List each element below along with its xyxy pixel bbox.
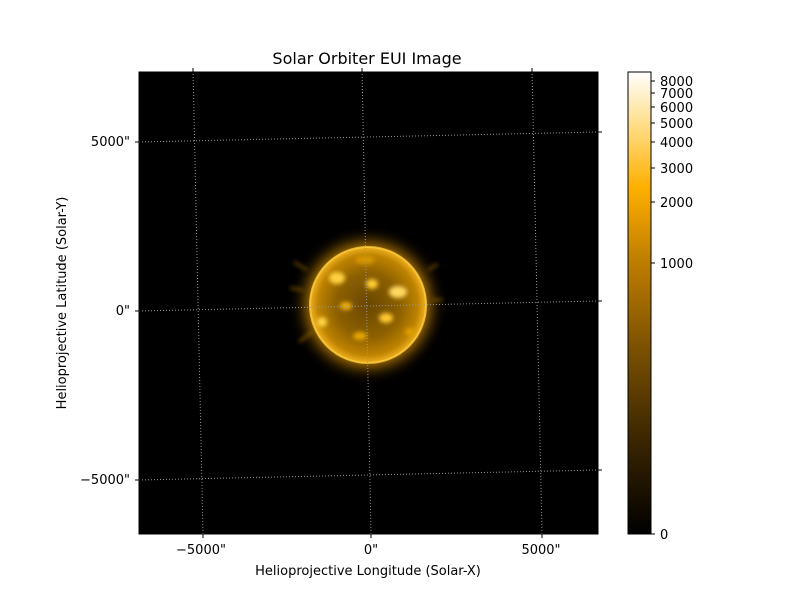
- image-frame: [138, 71, 599, 535]
- active-regions: [317, 256, 415, 340]
- colorbar-ticks: [651, 80, 655, 535]
- colorbar-tick-label: 7000: [660, 87, 693, 102]
- colorbar-tick-label: 1000: [660, 257, 693, 272]
- colorbar-tick-label: 0: [660, 528, 668, 543]
- colorbar: 8000 7000 6000 5000 4000 3000 2000 1000 …: [627, 71, 693, 543]
- colorbar-tick-label: 3000: [660, 162, 693, 177]
- colorbar-tick-label: 2000: [660, 196, 693, 211]
- corona-streamers: [289, 260, 443, 344]
- colorbar-gradient: [627, 71, 652, 535]
- x-tick-label: 5000": [521, 543, 560, 558]
- y-tick-label: 0": [116, 304, 130, 319]
- plot-title: Solar Orbiter EUI Image: [272, 49, 461, 68]
- colorbar-tick-label: 6000: [660, 101, 693, 116]
- x-axis-label: Helioprojective Longitude (Solar-X): [255, 564, 481, 579]
- axis-ticks: [135, 68, 602, 538]
- y-axis-label: Helioprojective Latitude (Solar-Y): [55, 197, 70, 410]
- image-axes: [135, 67, 602, 538]
- x-tick-label: −5000": [176, 543, 226, 558]
- y-tick-label: 5000": [91, 135, 130, 150]
- limb-ring: [309, 246, 427, 364]
- x-tick-label: 0": [364, 543, 378, 558]
- colorbar-tick-label: 4000: [660, 136, 693, 151]
- colorbar-tick-label: 8000: [660, 75, 693, 90]
- y-tick-label: −5000": [80, 473, 130, 488]
- colorbar-tick-label: 5000: [660, 117, 693, 132]
